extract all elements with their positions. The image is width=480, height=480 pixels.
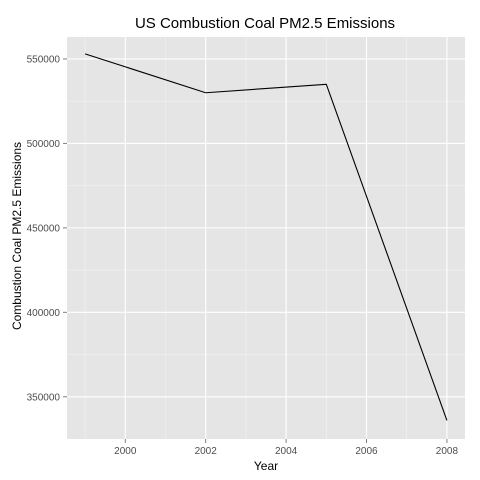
- chart-title: US Combustion Coal PM2.5 Emissions: [135, 15, 395, 32]
- series-layer: [84, 53, 448, 421]
- y-tick-label: 350000: [27, 392, 61, 403]
- major-gridlines: [67, 37, 465, 439]
- x-tick-label: 2002: [195, 446, 218, 457]
- x-tick-label: 2006: [355, 446, 378, 457]
- x-tick-label: 2004: [275, 446, 298, 457]
- x-axis-title: Year: [254, 459, 278, 473]
- x-tick-label: 2008: [436, 446, 459, 457]
- y-tick-label: 450000: [27, 223, 61, 234]
- x-axis-ticks: 2000 2002 2004 2006 2008: [114, 439, 458, 457]
- y-tick-label: 500000: [27, 139, 61, 150]
- series-line: [84, 53, 448, 421]
- y-tick-label: 550000: [27, 54, 61, 65]
- plot-panel: [67, 37, 465, 439]
- minor-gridlines: [67, 37, 465, 439]
- y-tick-label: 400000: [27, 308, 61, 319]
- y-axis-title: Combustion Coal PM2.5 Emissions: [10, 142, 24, 330]
- x-tick-label: 2000: [114, 446, 137, 457]
- y-axis-ticks: 350000 400000 450000 500000 550000: [27, 54, 67, 403]
